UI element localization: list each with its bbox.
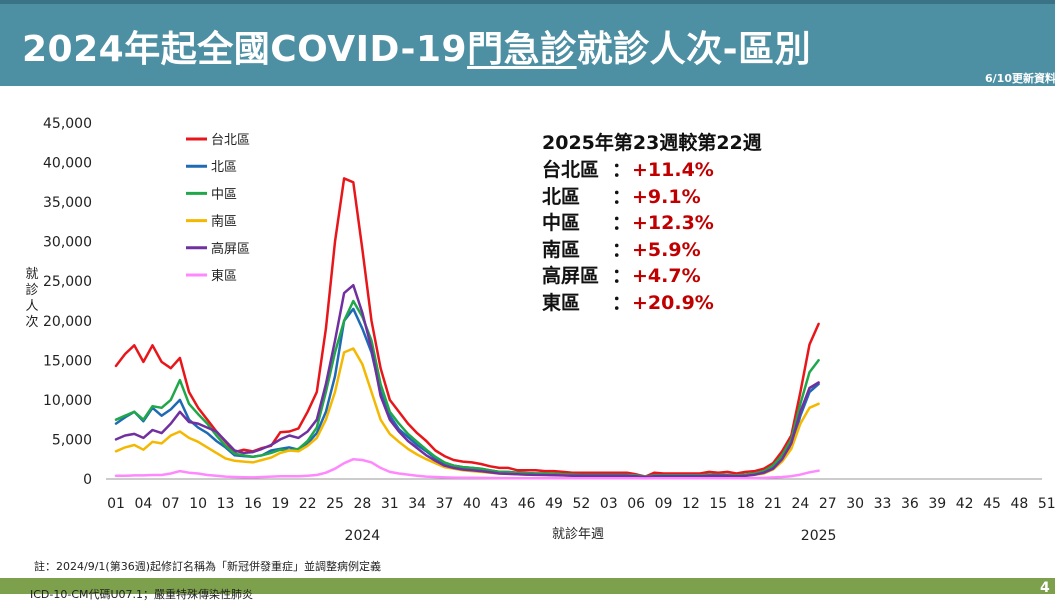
series-line-2 (114, 299, 820, 478)
x-tick-label: 10 (189, 496, 207, 512)
line-chart: 0 5,000 10,000 15,000 20,000 25,000 30,000 35,0… (25, 116, 1055, 544)
x-tick-label: 36 (901, 496, 919, 512)
x-tick-label: 48 (1010, 496, 1028, 512)
x-tick-label: 42 (956, 496, 974, 512)
x-tick-label: 06 (627, 496, 645, 512)
stat-value: +12.3% (632, 212, 714, 234)
x-tick-label: 04 (134, 496, 152, 512)
stat-value: +4.7% (632, 265, 701, 287)
x-tick-label: 12 (682, 496, 700, 512)
stat-value: +9.1% (632, 185, 701, 208)
year-label: 2024 (345, 528, 381, 544)
stat-colon: ： (612, 291, 632, 314)
x-tick-label: 25 (326, 496, 344, 512)
x-tick-label: 52 (572, 496, 590, 512)
y-tick-label: 25,000 (43, 274, 92, 290)
page-number: 4 (1040, 580, 1050, 596)
title-part-1: 2024年起全國COVID-19 (22, 29, 468, 70)
stat-colon: ： (612, 185, 632, 208)
y-tick-label: 35,000 (43, 195, 92, 211)
x-tick-label: 19 (271, 496, 289, 512)
x-tick-label: 18 (737, 496, 755, 512)
stats-title: 2025年第23週較第22週 (542, 132, 762, 154)
y-tick-label: 20,000 (43, 314, 92, 330)
stat-region: 高屏區 (542, 265, 600, 287)
y-tick-label: 10,000 (43, 393, 92, 409)
stat-row-0: 台北區 ：+11.4% (542, 157, 762, 184)
title-part-underlined: 門急診 (467, 29, 577, 70)
stat-colon: ： (612, 159, 632, 181)
x-tick-label: 27 (819, 496, 837, 512)
legend-label-3: 南區 (211, 214, 237, 230)
x-tick-label: 24 (791, 496, 809, 512)
stat-colon: ： (612, 238, 632, 261)
x-tick-label: 21 (764, 496, 782, 512)
title-part-2: 就診人次-區別 (576, 29, 812, 70)
stat-row-3: 南區 ：+5.9% (542, 237, 762, 264)
x-tick-label: 30 (846, 496, 864, 512)
stat-region: 台北區 (542, 159, 600, 181)
y-tick-label: 30,000 (43, 235, 92, 251)
stat-row-5: 東區 ：+20.9% (542, 290, 762, 317)
x-tick-label: 28 (353, 496, 371, 512)
x-tick-label: 40 (463, 496, 481, 512)
legend-label-0: 台北區 (211, 133, 250, 148)
x-tick-label: 46 (518, 496, 536, 512)
x-tick-label: 22 (299, 496, 317, 512)
legend-label-4: 高屏區 (211, 241, 250, 257)
x-tick-label: 01 (107, 496, 125, 512)
x-tick-label: 13 (217, 496, 235, 512)
stat-value: +5.9% (632, 238, 701, 261)
stat-region: 東區 (542, 291, 581, 314)
stat-region: 南區 (542, 238, 581, 261)
footnote: 註：2024/9/1(第36週)起修訂名稱為「新冠併發重症」並調整病例定義 (34, 560, 381, 573)
y-tick-label: 15,000 (43, 353, 92, 369)
title-bar: 2024年起全國COVID-19門急診就診人次-區別 6/10更新資料 (0, 0, 1055, 86)
x-tick-label: 16 (244, 496, 262, 512)
x-tick-label: 31 (381, 496, 399, 512)
series-line-3 (114, 347, 820, 479)
x-tick-label: 03 (600, 496, 618, 512)
x-tick-label: 09 (655, 496, 673, 512)
x-tick-label: 39 (928, 496, 946, 512)
legend-label-2: 中區 (211, 187, 237, 202)
stat-row-2: 中區 ：+12.3% (542, 210, 762, 237)
x-tick-label: 49 (545, 496, 563, 512)
y-tick-label: 5,000 (52, 432, 92, 448)
stat-value: +11.4% (632, 159, 714, 181)
x-tick-label: 15 (709, 496, 727, 512)
stat-colon: ： (612, 212, 632, 234)
update-note: 6/10更新資料 (985, 72, 1055, 85)
y-tick-label: 40,000 (43, 156, 92, 172)
weekly-change-box: 2025年第23週較第22週 台北區 ：+11.4% 北區 ：+9.1% 中區 ：+1… (542, 128, 762, 316)
y-tick-label: 0 (83, 472, 92, 488)
x-tick-label: 07 (162, 496, 180, 512)
stat-region: 中區 (542, 212, 581, 234)
stat-value: +20.9% (632, 291, 714, 314)
footer-source: ICD-10-CM代碼U07.1；嚴重特殊傳染性肺炎 (30, 588, 254, 601)
stat-row-4: 高屏區 ：+4.7% (542, 263, 762, 290)
x-tick-label: 45 (983, 496, 1001, 512)
x-tick-label: 33 (874, 496, 892, 512)
legend-label-1: 北區 (211, 160, 237, 175)
x-tick-label: 34 (408, 496, 426, 512)
series-line-1 (114, 307, 820, 478)
stat-region: 北區 (542, 185, 581, 208)
x-tick-label: 51 (1038, 496, 1055, 512)
x-tick-label: 37 (436, 496, 454, 512)
stat-colon: ： (612, 265, 632, 287)
stat-row-1: 北區 ：+9.1% (542, 184, 762, 211)
series-line-5 (114, 457, 820, 480)
legend-label-5: 東區 (211, 268, 237, 284)
footer-bar (0, 578, 1055, 594)
page-title: 2024年起全國COVID-19門急診就診人次-區別 (22, 20, 811, 72)
series-line-4 (114, 283, 820, 479)
y-tick-label: 45,000 (43, 116, 92, 132)
y-axis-title: 就診人次 (25, 267, 38, 330)
x-axis-title: 就診年週 (552, 526, 604, 542)
year-label: 2025 (801, 528, 837, 544)
x-tick-label: 43 (490, 496, 508, 512)
